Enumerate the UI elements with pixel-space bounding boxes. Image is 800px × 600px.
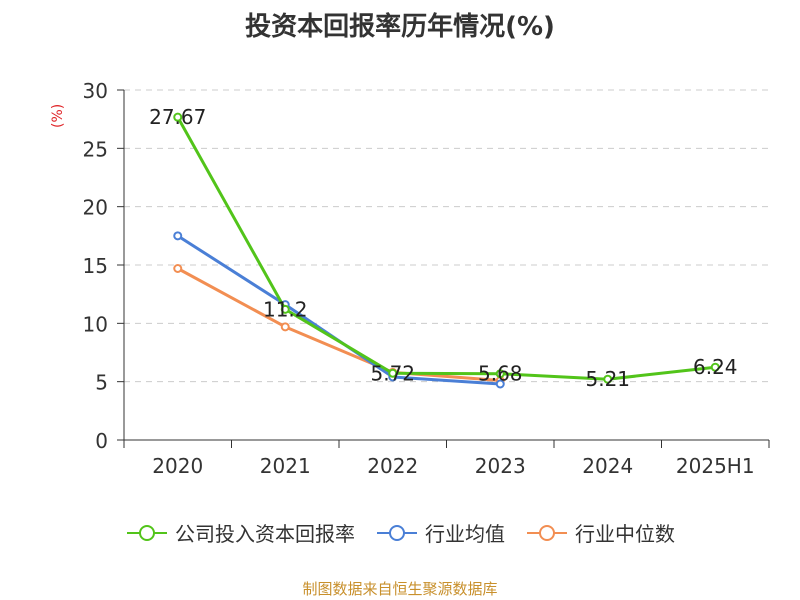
y-tick-label: 20: [83, 196, 108, 220]
legend: 公司投入资本回报率 行业均值 行业中位数: [0, 518, 800, 547]
data-point: [710, 362, 720, 372]
series-line: [176, 116, 716, 381]
y-tick-label: 10: [83, 312, 108, 336]
axes: [117, 89, 770, 448]
data-point: [280, 322, 290, 332]
legend-item-company[interactable]: 公司投入资本回报率: [125, 518, 355, 547]
data-point: [173, 112, 183, 122]
data-label: 11.2: [263, 297, 308, 321]
data-label: 5.21: [585, 367, 630, 391]
series-line: [177, 267, 501, 382]
legend-label-industry-average: 行业均值: [425, 522, 505, 546]
x-tick-label: 2023: [475, 454, 526, 478]
x-tick-label: 2022: [367, 454, 418, 478]
legend-item-industry-median[interactable]: 行业中位数: [525, 518, 675, 547]
legend-label-company: 公司投入资本回报率: [175, 522, 355, 546]
y-tick-labels: 0 5 10 15 20 25 30: [83, 79, 108, 453]
y-tick-label: 25: [83, 137, 108, 161]
legend-marker-industry-median: [527, 524, 567, 541]
data-point: [280, 304, 290, 314]
grid-lines: [124, 89, 769, 383]
x-tick-label: 2020: [152, 454, 203, 478]
y-tick-label: 5: [95, 371, 108, 395]
x-tick-label: 2025H1: [676, 454, 755, 478]
x-tick-label: 2021: [260, 454, 311, 478]
data-point: [173, 264, 183, 273]
data-point: [495, 379, 505, 389]
y-tick-label: 15: [83, 254, 108, 278]
data-label: 27.67: [149, 105, 206, 129]
data-labels: 27.67 11.2 5.72 5.68 5.21 6.24: [149, 105, 737, 391]
legend-marker-industry-average: [377, 524, 417, 541]
data-point: [388, 368, 398, 378]
source-note: 制图数据来自恒生聚源数据库: [302, 580, 498, 598]
data-label: 5.72: [370, 361, 415, 385]
data-label: 6.24: [693, 355, 738, 379]
series-lines: [173, 112, 720, 389]
data-label: 5.68: [478, 362, 523, 386]
data-point: [603, 374, 613, 384]
legend-label-industry-median: 行业中位数: [575, 522, 675, 546]
y-tick-label: 30: [83, 79, 108, 103]
data-point: [495, 369, 505, 379]
series-line: [176, 234, 501, 386]
x-tick-labels: 2020 2021 2022 2023 2024 2025H1: [152, 454, 754, 478]
y-tick-label: 0: [95, 429, 108, 453]
x-tick-label: 2024: [582, 454, 633, 478]
legend-marker-company: [127, 524, 167, 541]
chart-title: 投资本回报率历年情况(%): [245, 12, 555, 42]
legend-item-industry-average[interactable]: 行业均值: [375, 518, 505, 547]
data-point: [173, 231, 183, 241]
